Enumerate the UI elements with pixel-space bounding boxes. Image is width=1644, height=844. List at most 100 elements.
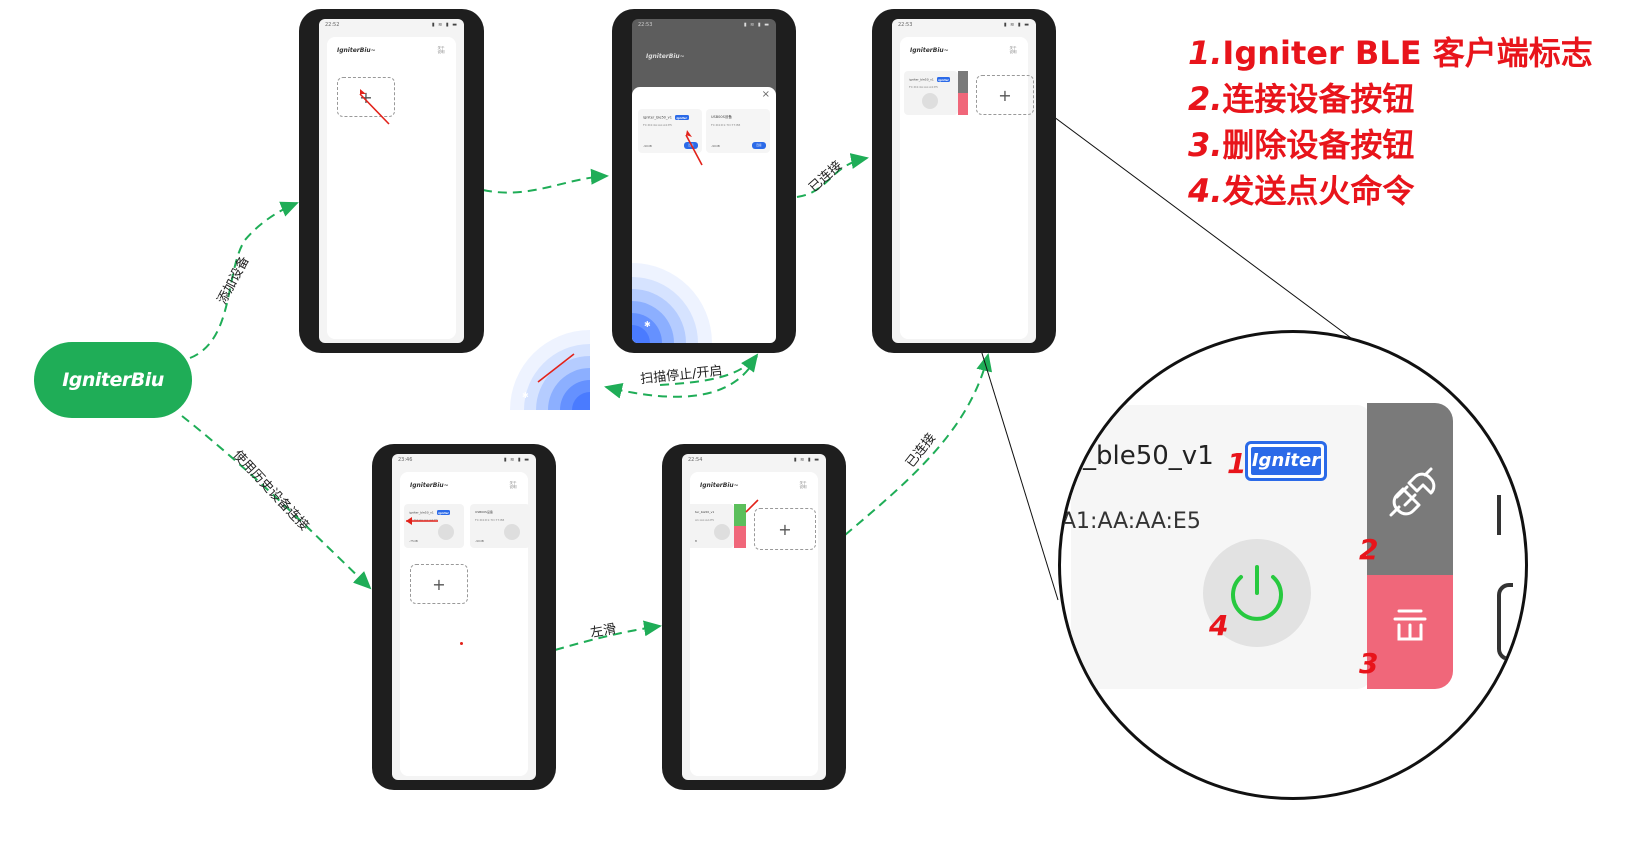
device-rssi: -90dB [643,144,652,148]
marker-4: 4 [1209,609,1229,642]
device-name: igniter_ble50_v1 [643,115,672,120]
history-device-card-1[interactable]: igniter_ble50_v1 Igniter FC:D4:4A:AA:A4:E… [404,504,464,548]
screen-edge-decoration [1497,495,1501,535]
igniter-tag: Igniter [936,77,951,82]
status-bar: 22:54 ▮ ≋ ▮ ▬ [688,457,820,463]
device-name: ter_ble50_v1 [695,510,715,514]
device-mac: FC:D4:D1:7D:77:B8 [711,123,741,127]
igniter-logo-badge: Igniter [1245,441,1327,481]
marker-1: 1 [1227,447,1247,480]
about-icon[interactable]: 关于 说明 [1009,46,1017,54]
edge-use-history [181,415,372,590]
trash-icon [1393,609,1427,641]
device-rssi: -90dB [475,539,484,543]
edge-swipe-left [554,620,662,651]
app-title: IgniterBiu~ [646,53,685,60]
legend-item-4: 4.发送点火命令 [1188,172,1415,210]
device-rssi: -90dB [711,144,720,148]
phone-screen: 22:52 ▮ ≋ ▮ ▬ IgniterBiu~ 关于 说明 + [319,19,464,343]
about-icon[interactable]: 关于 说明 [509,481,517,489]
device-name: USB00S设备 [475,510,493,514]
red-arrow-button [745,499,759,513]
device-name: USB00S设备 [711,115,732,119]
phone-screen: 23:46 ▮ ≋ ▮ ▬ IgniterBiu~ 关于 说明 igniter_b… [392,454,536,780]
app-root-node: IgniterBiu [34,342,192,418]
scan-device-card-2: USB00S设备 FC:D4:D1:7D:77:B8 -90dB 连接 [706,109,770,153]
add-device-button[interactable]: + [754,508,816,550]
app-title: IgniterBiu~ [910,47,949,54]
ignite-button[interactable] [438,524,454,540]
igniter-tag: Igniter [674,115,689,120]
app-card: IgniterBiu~ 关于 说明 igniter_ble50_v1 Ignite… [400,472,530,776]
zoom-detail: _ble50_v1 Igniter A1:AA:AA:E5 [1058,330,1528,800]
delete-device-button[interactable] [958,93,968,115]
status-bar: 23:46 ▮ ≋ ▮ ▬ [398,457,530,463]
device-mac: FC:D4:4A:AA:A4:E5 [643,123,672,127]
app-card: IgniterBiu~ 关于 说明 igniter_ble50_v1 Ignite… [900,37,1034,339]
scan-ripple-icon[interactable]: ✱ [632,253,712,343]
device-name: igniter_ble50_v1 [909,77,934,82]
connected-device-card: igniter_ble50_v1 Igniter FC:D4:4A:AA:A4:E… [904,71,958,115]
connect-device-button[interactable] [1367,403,1453,575]
app-title: IgniterBiu~ [700,482,739,489]
app-title: IgniterBiu~ [410,482,449,489]
ignite-button[interactable] [922,93,938,109]
add-device-button[interactable]: + [976,75,1034,115]
phone-screen-history: 23:46 ▮ ≋ ▮ ▬ IgniterBiu~ 关于 说明 igniter_b… [372,444,556,790]
edge-connected-bottom [844,353,993,536]
history-device-card-2[interactable]: USB00S设备 FC:D4:D1:7D:77:B8 -90dB [470,504,530,548]
device-mac: FC:D4:D1:7D:77:B8 [475,518,505,522]
ignite-button[interactable] [714,524,730,540]
svg-text:✱: ✱ [522,391,529,400]
phone-screen: 22:54 ▮ ≋ ▮ ▬ IgniterBiu~ 关于 说明 ter_ble50… [682,454,826,780]
ignite-button[interactable] [504,524,520,540]
swiped-device-card: ter_ble50_v1 A1:AA:AA:E5 B [690,504,734,548]
red-dot-marker [460,642,463,645]
status-bar: 22:52 ▮ ≋ ▮ ▬ [325,22,458,28]
phone-screen-home-empty: 22:52 ▮ ≋ ▮ ▬ IgniterBiu~ 关于 说明 + [299,9,484,353]
status-bar: 22:53 ▮ ≋ ▮ ▬ [638,22,770,28]
edge-add-device [189,201,299,359]
phone-screen: 22:53 ▮ ≋ ▮ ▬ IgniterBiu~ 关于 说明 igniter_b… [892,19,1036,343]
delete-device-button[interactable] [1367,575,1453,689]
device-mac: FC:D4:4A:AA:A4:E5 [909,85,938,89]
marker-2: 2 [1359,533,1379,566]
device-mac: FC:D4:4A:AA:A4:E5 [409,518,438,522]
connect-device-button[interactable] [958,71,968,93]
marker-3: 3 [1359,647,1379,680]
device-name: igniter_ble50_v1 [409,510,434,515]
zoom-device-name: _ble50_v1 [1083,441,1214,471]
legend: 1.Igniter BLE 客户端标志 2.连接设备按钮 3.删除设备按钮 4.… [1188,30,1593,214]
add-device-button[interactable]: + [410,564,468,604]
phone-screen-scan: 22:53 ▮ ≋ ▮ ▬ IgniterBiu~ × igniter_ble50… [612,9,796,353]
phone-screen: 22:53 ▮ ≋ ▮ ▬ IgniterBiu~ × igniter_ble50… [632,19,776,343]
legend-item-1: 1.Igniter BLE 客户端标志 [1188,34,1593,72]
red-arrow-connect [685,130,703,166]
scan-sheet: × igniter_ble50_v1 Igniter FC:D4:4A:AA:A4… [632,87,776,343]
phone-screen-connected: 22:53 ▮ ≋ ▮ ▬ IgniterBiu~ 关于 说明 igniter_b… [872,9,1056,353]
red-arrow-swipe [406,517,438,525]
app-card: IgniterBiu~ 关于 说明 + [327,37,456,339]
about-icon[interactable]: 关于 说明 [799,481,807,489]
phone-screen-swiped: 22:54 ▮ ≋ ▮ ▬ IgniterBiu~ 关于 说明 ter_ble50… [662,444,846,790]
edge-scan-back [659,353,759,386]
app-card: IgniterBiu~ 关于 说明 ter_ble50_v1 A1:AA:AA:… [690,472,818,776]
connect-device-button[interactable] [734,504,746,526]
screen-edge-decoration [1497,583,1513,661]
plug-icon [1389,467,1436,517]
device-rssi: B [695,539,698,543]
legend-item-2: 2.连接设备按钮 [1188,80,1415,118]
igniter-tag: Igniter [436,510,451,515]
delete-device-button[interactable] [734,526,746,548]
device-rssi: -75dB [409,539,418,543]
scan-toggle-ripple-icon[interactable]: ✱ [510,320,590,410]
connect-button[interactable]: 连接 [752,142,766,149]
power-icon [1231,565,1283,621]
svg-text:✱: ✱ [644,320,651,329]
ignite-button[interactable] [1203,539,1311,647]
about-icon[interactable]: 关于 说明 [437,46,445,54]
status-bar: 22:53 ▮ ≋ ▮ ▬ [898,22,1030,28]
edge-to-scan [482,168,609,194]
close-icon[interactable]: × [761,89,770,100]
zoom-device-mac: A1:AA:AA:E5 [1061,509,1201,534]
